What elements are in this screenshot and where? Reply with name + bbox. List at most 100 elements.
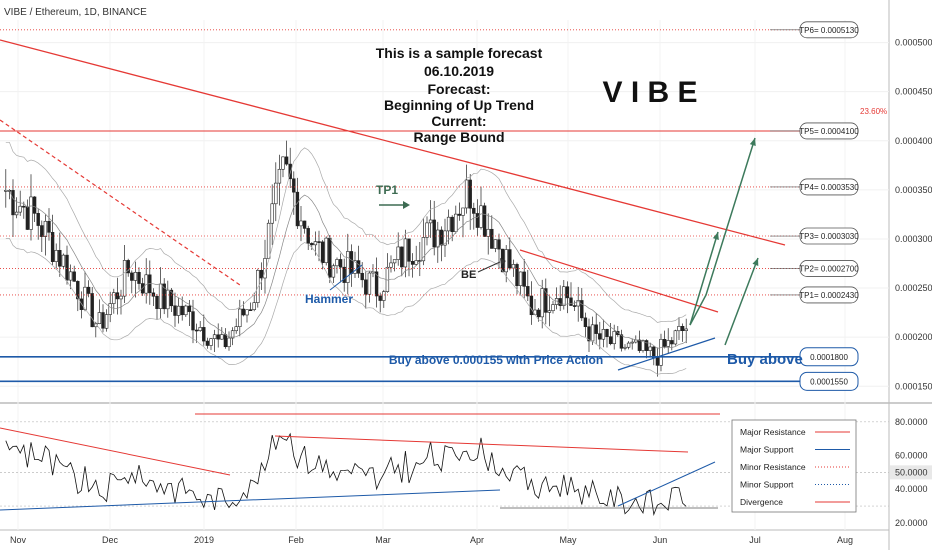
- candle-body: [65, 254, 69, 281]
- candle-body: [562, 286, 566, 306]
- candle-body: [302, 220, 307, 229]
- candle-body: [612, 331, 616, 345]
- projection-arrow-1: [689, 231, 719, 326]
- legend-label: Minor Support: [740, 480, 794, 490]
- target-label: TP5= 0.0004100: [799, 127, 859, 136]
- candle-body: [576, 300, 580, 307]
- candle-body: [486, 228, 490, 237]
- rsi-tick-label: 50.0000: [895, 467, 928, 477]
- candle-body: [508, 249, 512, 269]
- candle-body: [310, 243, 314, 246]
- candle-body: [328, 237, 332, 278]
- candle-body: [205, 340, 210, 346]
- candle-body: [288, 163, 292, 180]
- candle-body: [137, 272, 141, 284]
- candle-body: [68, 271, 73, 281]
- candle-body: [259, 270, 264, 279]
- candle-body: [522, 271, 526, 287]
- candle-body: [450, 216, 454, 233]
- candle-body: [443, 230, 447, 246]
- candle-body: [212, 334, 217, 339]
- candle-body: [515, 264, 519, 287]
- candle-body: [529, 295, 534, 316]
- overlays: [0, 29, 800, 383]
- candle-body: [608, 336, 613, 345]
- rsi-line: [5, 432, 687, 516]
- candle-body: [461, 207, 465, 216]
- legend-label: Divergence: [740, 497, 783, 507]
- candle-body: [202, 327, 206, 342]
- projection-arrow-3-head: [752, 258, 759, 266]
- candle-body: [641, 340, 645, 351]
- candle-body: [216, 334, 220, 340]
- candle-body: [468, 179, 472, 209]
- legend-label: Major Resistance: [740, 427, 806, 437]
- target-box: [799, 21, 859, 39]
- candle-body: [428, 219, 433, 224]
- rsi-divergence-line-1: [0, 427, 231, 476]
- candle-body: [677, 326, 681, 332]
- time-tick-label: Aug: [837, 535, 853, 545]
- target-label: TP2= 0.0002700: [799, 264, 859, 273]
- target-box: [799, 178, 859, 196]
- upper-band: [5, 141, 687, 323]
- candle-body: [580, 300, 584, 319]
- candle-body: [662, 338, 667, 347]
- candle-body: [666, 340, 670, 347]
- candle-body: [547, 310, 552, 313]
- candle-body: [40, 225, 44, 237]
- candle-body: [266, 222, 271, 259]
- candle-body: [335, 259, 339, 267]
- candle-body: [569, 297, 573, 306]
- candle-body: [389, 262, 393, 268]
- candles: [4, 140, 688, 377]
- target-box: [799, 286, 859, 304]
- support-label: 0.0001800: [810, 353, 848, 362]
- candle-body: [594, 324, 598, 334]
- candle-body: [446, 216, 451, 232]
- candle-body: [22, 205, 26, 208]
- candle-body: [601, 329, 606, 340]
- candle-body: [90, 293, 94, 328]
- target-box: [799, 227, 859, 245]
- candle-body: [626, 342, 631, 348]
- be-arrow-head: [500, 258, 506, 265]
- candle-body: [382, 291, 386, 301]
- target-box: [799, 122, 859, 140]
- candle-body: [407, 238, 411, 262]
- candle-body: [220, 334, 224, 340]
- brand-ticker: V I B E: [602, 76, 697, 109]
- candle-body: [439, 229, 444, 246]
- target-box: [799, 260, 859, 277]
- candle-body: [18, 205, 22, 213]
- candle-body: [338, 259, 343, 268]
- projection-arrow-2: [689, 137, 756, 326]
- rsi-tick-label: 20.0000: [895, 518, 928, 528]
- candle-body: [540, 288, 544, 318]
- wedge-resistance-line: [519, 249, 719, 313]
- time-tick-label: May: [559, 535, 577, 545]
- candle-body: [619, 334, 624, 349]
- candle-body: [234, 326, 238, 332]
- fib-label: 23.60%: [860, 107, 887, 116]
- candle-body: [180, 305, 184, 316]
- candle-body: [436, 229, 440, 248]
- candle-body: [637, 339, 642, 351]
- candle-body: [425, 222, 429, 238]
- candle-body: [457, 213, 462, 216]
- candle-body: [479, 205, 483, 228]
- candle-body: [313, 241, 318, 246]
- candle-body: [403, 238, 408, 268]
- candle-body: [295, 191, 300, 227]
- candle-body: [176, 305, 181, 316]
- projection-arrow-1-head: [712, 232, 719, 240]
- candle-body: [248, 309, 253, 311]
- candle-body: [61, 254, 66, 267]
- time-tick-label: Dec: [102, 535, 119, 545]
- projection-arrow-3: [724, 257, 759, 346]
- time-tick-label: Nov: [10, 535, 27, 545]
